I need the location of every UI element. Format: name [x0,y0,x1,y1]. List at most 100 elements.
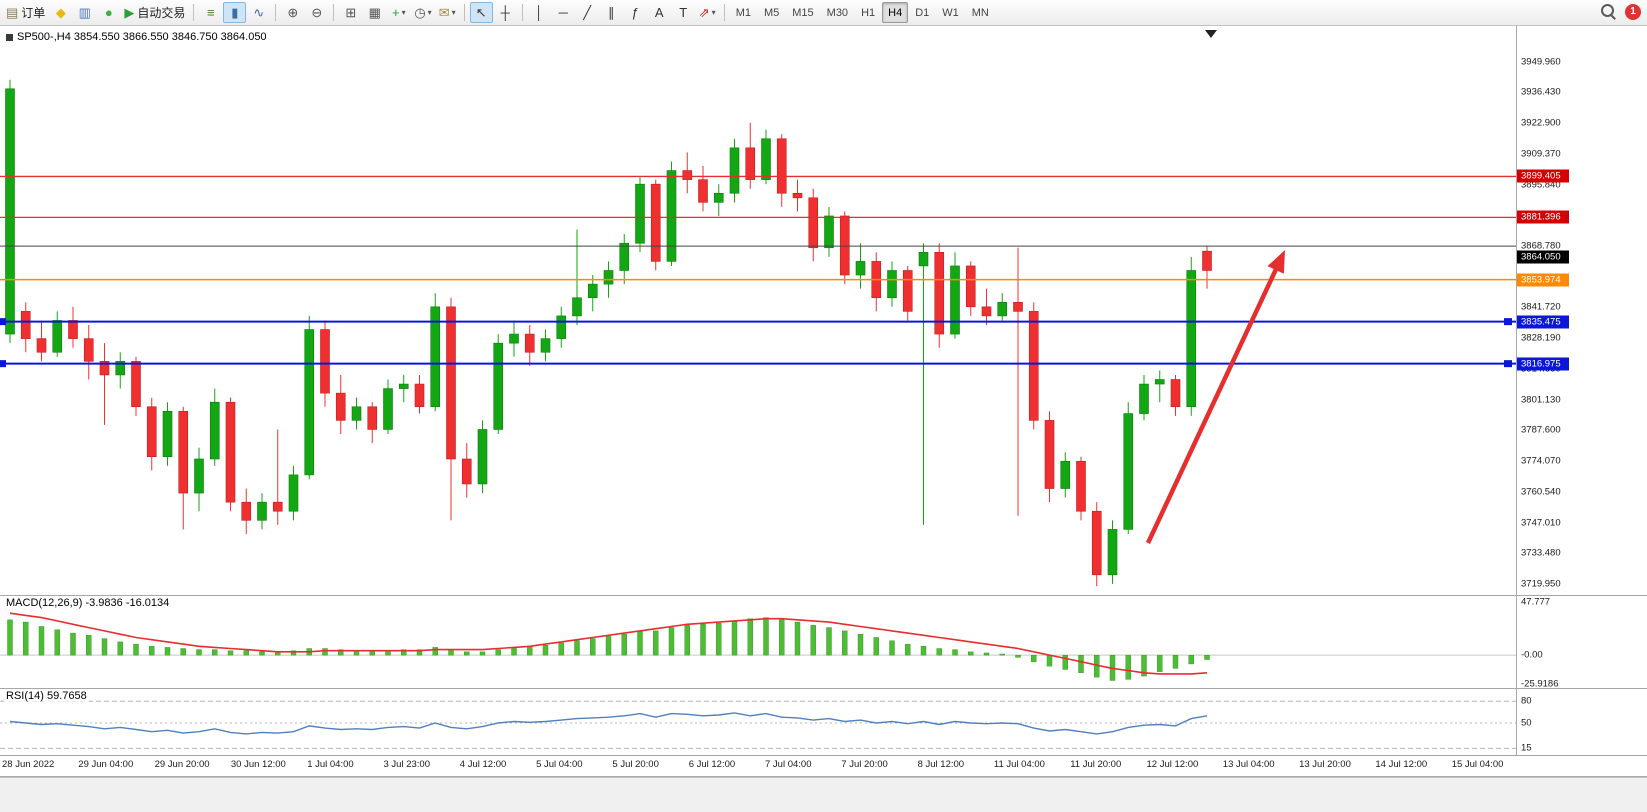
toolbar-right-tools: 1 [1600,3,1641,20]
toolbar-separator [193,4,195,21]
channel-button[interactable]: ∥ [600,2,623,23]
candle-body [682,170,693,180]
chart-line-button[interactable]: ∿ [247,2,270,23]
chart-candles-button[interactable]: ▮ [223,2,247,23]
label-button[interactable]: T [672,2,695,23]
line-end-marker [1504,318,1512,326]
bar-chart-icon: ≡ [207,5,215,20]
new-chart-button[interactable]: + ▾ [387,2,410,23]
date-label: 29 Jun 04:00 [78,759,134,770]
candle-body [493,342,504,430]
candle-body [320,329,330,394]
orders-button[interactable]: ▤ 订单 [3,2,48,23]
date-label: 13 Jul 04:00 [1222,759,1275,770]
chart-symbol-line: SP500-,H4 3854.550 3866.550 3846.750 386… [6,31,267,43]
rsi-axis-label: 80 [1521,695,1532,707]
line-chart-icon: ∿ [253,5,265,20]
macd-histogram-bar [873,637,879,656]
trendline-button[interactable]: ╱ [576,2,599,23]
market-watch-button[interactable]: ▥ [73,2,96,23]
candle-body [83,338,94,362]
price-tick: 3801.130 [1521,394,1561,406]
macd-histogram-bar [369,650,375,656]
macd-histogram-bar [590,638,596,656]
navigator-button[interactable]: ● [97,2,120,23]
date-label: 11 Jul 04:00 [993,759,1045,770]
macd-indicator-label: MACD(12,26,9) -3.9836 -16.0134 [4,597,172,609]
macd-histogram-bar [794,621,801,656]
navigator-icon: ● [104,5,113,20]
price-tick: 3828.190 [1521,332,1561,344]
timeframe-button-w1[interactable]: W1 [942,6,959,19]
chart-bars-button[interactable]: ≡ [199,2,222,23]
new-order-button[interactable]: ◆ [49,2,72,23]
fibonacci-button[interactable]: ƒ [624,2,647,23]
macd-histogram-bar [952,649,958,656]
macd-histogram-bar [905,643,911,656]
autotrading-button[interactable]: ▶ 自动交易 [121,2,188,23]
timeframe-button-m15[interactable]: M15 [792,6,814,19]
candle-body [792,192,803,199]
price-tick: 3733.480 [1521,547,1561,559]
text-button[interactable]: A [648,2,671,23]
timeframe-button-h4[interactable]: H4 [882,2,909,23]
date-label: 7 Jul 20:00 [841,759,888,770]
arrows-button[interactable]: ⇗ ▾ [696,2,719,23]
macd-histogram-bar [999,653,1005,656]
toolbar-separator [463,4,465,21]
macd-histogram-bar [983,652,990,656]
candle-body [146,406,157,458]
trend-arrow-head [1267,250,1285,274]
tile-windows-button[interactable]: ⊞ [339,2,362,23]
date-label: 30 Jun 12:00 [230,759,286,770]
timeframe-button-m5[interactable]: M5 [763,6,780,19]
macd-histogram-bar [479,651,486,656]
macd-histogram-bar [605,636,612,656]
zoom-in-button[interactable]: ⊕ [281,2,304,23]
crosshair-button[interactable]: ┼ [494,2,517,23]
timeframe-button-m1[interactable]: M1 [735,6,751,19]
vertical-line-button[interactable]: │ [528,2,551,23]
candle-body [257,501,267,521]
candle-body [1044,420,1055,489]
timeframe-button-mn[interactable]: MN [971,6,989,19]
candle-body [587,283,598,299]
macd-histogram-bar [1078,654,1084,673]
date-label: 29 Jun 20:00 [154,759,210,770]
arrange-windows-button[interactable]: ▦ [363,2,386,23]
toolbar-separator [521,4,523,21]
profiles-button[interactable]: ✉ ▾ [436,2,459,23]
new-order-icon: ◆ [55,5,66,20]
fibonacci-icon: ƒ [631,5,639,20]
macd-histogram-bar [306,648,312,656]
search-icon[interactable] [1600,3,1617,20]
candle-body [603,270,614,285]
macd-histogram-bar [259,651,265,656]
macd-histogram-bar [826,627,832,656]
macd-histogram-bar [416,649,423,656]
macd-histogram-bar [857,633,864,656]
zoom-out-button[interactable]: ⊖ [305,2,328,23]
candle-body [650,183,661,262]
periods-button[interactable]: ◷ ▾ [411,2,434,23]
price-tag: 3864.050 [1517,250,1569,264]
macd-histogram-bar [763,617,769,656]
timeframe-button-h1[interactable]: H1 [861,6,876,19]
date-label: 6 Jul 12:00 [688,759,736,770]
notification-badge[interactable]: 1 [1625,3,1641,20]
timeframe-button-m30[interactable]: M30 [826,6,849,19]
macd-histogram-bar [684,625,690,656]
candle-body [824,215,834,249]
market-watch-icon: ▥ [78,5,91,20]
candle-body [351,406,362,421]
candle-body [194,458,204,494]
macd-histogram-bar [227,650,234,656]
cursor-button[interactable]: ↖ [469,2,493,23]
timeframe-button-d1[interactable]: D1 [915,6,930,19]
candle-body [556,315,567,339]
horizontal-line-button[interactable]: ─ [552,2,575,23]
macd-histogram-bar [212,649,218,656]
candle-body [272,501,283,512]
candle-body [509,333,519,344]
candle-body [666,170,677,262]
